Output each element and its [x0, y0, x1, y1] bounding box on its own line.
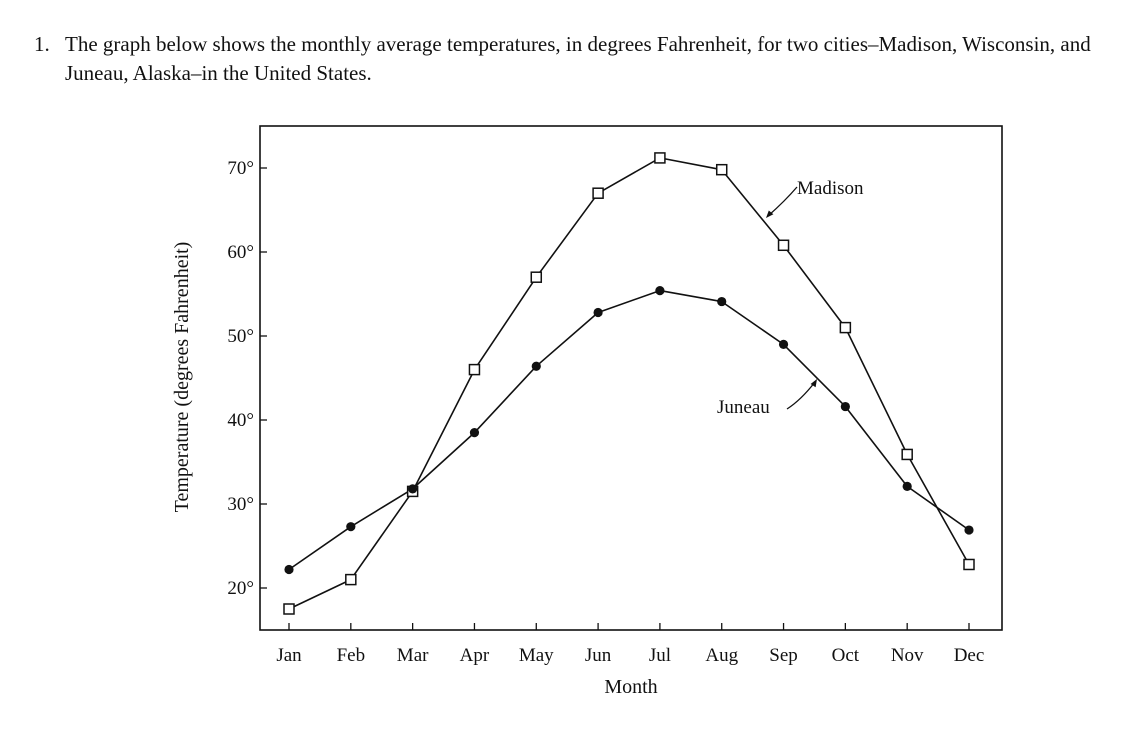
data-point-madison — [654, 152, 666, 164]
y-axis-label: Temperature (degrees Fahrenheit) — [171, 242, 193, 513]
data-point-juneau — [593, 307, 603, 318]
data-point-juneau — [284, 564, 294, 575]
data-point-juneau — [964, 525, 974, 535]
series-markers — [283, 152, 975, 615]
juneau-arrowhead — [810, 379, 817, 388]
y-tick-label: 20° — [227, 578, 254, 599]
data-point-juneau — [469, 428, 480, 438]
data-point-juneau — [346, 522, 356, 532]
x-tick-label: Sep — [769, 645, 798, 666]
x-tick-label: Dec — [954, 645, 985, 666]
data-point-madison — [468, 363, 481, 376]
data-point-juneau — [531, 361, 541, 371]
question-text: The graph below shows the monthly averag… — [65, 32, 1091, 85]
data-point-juneau — [717, 296, 727, 307]
x-tick-label: Apr — [460, 645, 490, 666]
x-axis-label: Month — [604, 676, 657, 698]
data-point-madison — [715, 163, 728, 176]
madison-arrow — [767, 186, 798, 217]
data-point-juneau — [655, 286, 665, 296]
data-point-madison — [283, 603, 295, 615]
x-tick-label: Oct — [832, 645, 860, 666]
x-axis-ticks: Jan Feb Mar Apr May Jun Jul Aug Sep Oct Nov Dec — [276, 623, 984, 666]
y-tick-label: 40° — [227, 410, 254, 431]
series-label-madison: Madison — [797, 178, 864, 199]
y-tick-label: 30° — [227, 494, 254, 515]
x-tick-label: Feb — [337, 645, 366, 666]
madison-arrowhead — [766, 210, 774, 218]
x-tick-label: Aug — [705, 645, 738, 666]
juneau-callout: Juneau — [717, 379, 817, 418]
data-point-madison — [839, 321, 852, 334]
data-point-madison — [592, 187, 604, 199]
y-tick-label: 70° — [227, 158, 254, 179]
data-point-juneau — [840, 401, 850, 412]
plot-frame — [259, 125, 1003, 631]
data-point-juneau — [408, 484, 418, 494]
y-axis-ticks: 20° 30° 40° 50° 60° 70° — [227, 158, 267, 599]
series-line-madison — [288, 157, 970, 610]
x-tick-label: Jun — [585, 645, 612, 666]
data-point-madison — [345, 573, 357, 586]
data-point-madison — [777, 239, 790, 252]
data-point-juneau — [902, 481, 912, 491]
question: 1. The graph below shows the monthly ave… — [34, 30, 1114, 88]
juneau-arrow — [786, 381, 816, 410]
x-tick-label: Jul — [649, 645, 671, 666]
madison-callout: Madison — [766, 178, 864, 218]
data-point-madison — [963, 558, 975, 571]
x-tick-label: Jan — [276, 645, 302, 666]
data-point-madison — [530, 271, 543, 283]
series-label-juneau: Juneau — [717, 397, 770, 418]
series-line-juneau — [288, 289, 970, 571]
data-point-madison — [901, 448, 913, 461]
x-tick-label: Mar — [397, 645, 429, 666]
y-tick-label: 60° — [227, 242, 254, 263]
x-tick-label: Nov — [891, 645, 924, 666]
y-tick-label: 50° — [227, 326, 254, 347]
series-lines — [288, 157, 970, 610]
question-number: 1. — [34, 32, 50, 56]
x-tick-label: May — [519, 645, 554, 666]
data-point-juneau — [778, 339, 789, 349]
